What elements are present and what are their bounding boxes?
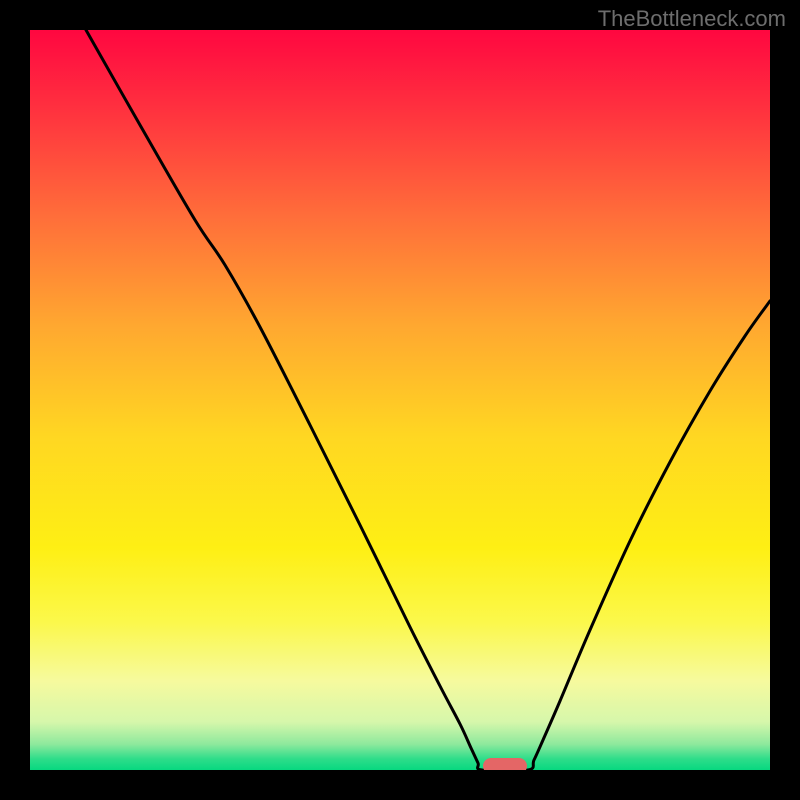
plot-area [30,30,770,770]
optimal-marker [483,758,527,770]
watermark-text: TheBottleneck.com [598,6,786,32]
bottleneck-curve [30,30,770,770]
